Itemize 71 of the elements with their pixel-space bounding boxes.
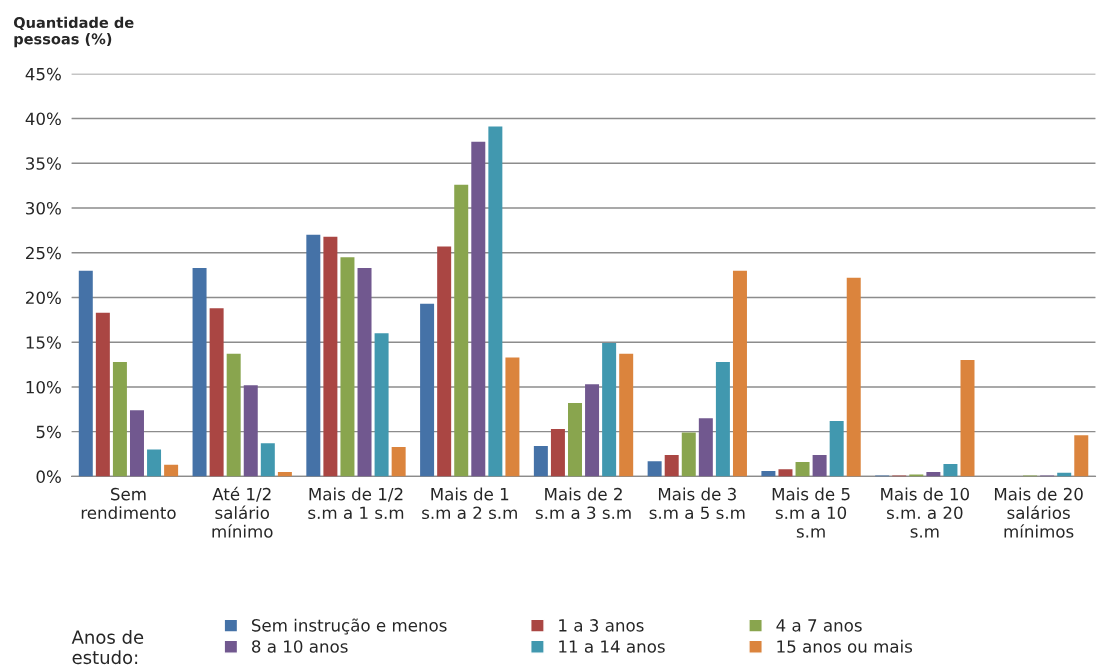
bar [454,184,469,477]
legend-label: 15 anos ou mais [777,639,913,653]
bar [488,126,503,477]
y-tick-label: 30% [26,201,61,215]
bar [95,312,110,477]
x-tick-label: Até 1/2 salário mínimo [212,486,273,538]
bar [391,446,406,477]
bar [602,343,617,477]
x-tick-label: Mais de 5 s.m a 10 s.m [772,487,850,538]
bar [164,464,179,477]
bar [147,449,162,477]
x-tick-label: Mais de 1/2 s.m a 1 s.m [308,487,404,520]
legend-label: 11 a 14 anos [559,640,665,653]
bar [533,445,548,477]
y-tick-label: 40% [25,112,61,126]
bar [585,384,600,477]
bar [323,236,338,477]
bar [420,303,435,477]
bar [812,454,827,477]
bar [647,461,662,477]
bar [732,270,747,477]
y-axis-title: Quantidade de pessoas (%) [13,16,134,48]
bar [761,471,776,477]
bar [568,403,582,477]
legend-label: Sem instrução e menos [251,618,447,635]
bar [243,385,258,477]
bar [505,357,520,477]
y-tick-label: 35% [26,157,61,170]
bar [1074,435,1089,477]
bar [829,420,844,477]
bar [550,428,565,477]
bar [471,141,486,477]
bar [357,267,372,477]
legend-label: 4 a 7 anos [776,619,862,632]
bar [78,270,93,477]
y-tick-label: 45% [25,67,61,81]
bar [112,361,127,477]
bar [715,361,730,477]
bar [943,463,958,477]
bar [374,333,389,477]
legend-title: Anos de estudo: [71,629,144,665]
y-tick-label: 25% [26,246,61,260]
bar [664,454,679,477]
x-tick-label: Mais de 20 salários mínimos [994,487,1083,538]
bar [306,234,321,477]
bar [226,353,241,477]
x-tick-label: Mais de 1 s.m a 2 s.m [422,487,517,520]
bar [698,418,713,477]
x-tick-label: Mais de 3 s.m a 5 s.m [649,487,745,520]
y-tick-label: 0% [36,470,61,483]
bar [260,443,275,477]
bar [129,410,144,477]
bar [795,462,810,477]
x-tick-label: Mais de 10 s.m. a 20 s.m [881,487,970,538]
bar [846,277,861,477]
x-tick-label: Mais de 2 s.m a 3 s.m [535,487,631,520]
bar [960,360,975,477]
bar [619,353,634,477]
bar [192,267,207,477]
y-tick-label: 15% [26,336,61,349]
y-tick-label: 10% [26,380,61,394]
bar [209,308,224,477]
x-tick-label: Sem rendimento [81,487,176,520]
bar [681,432,696,477]
bar [340,257,355,477]
legend-label: 8 a 10 anos [251,640,348,653]
bar [437,246,452,477]
y-tick-label: 20% [26,291,61,305]
bar [778,469,793,477]
y-tick-label: 5% [36,425,61,439]
legend-label: 1 a 3 anos [559,619,644,632]
